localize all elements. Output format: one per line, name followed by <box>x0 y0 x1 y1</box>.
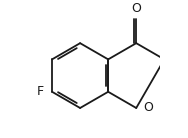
Text: O: O <box>143 101 153 115</box>
Text: F: F <box>37 85 44 98</box>
Text: O: O <box>131 2 141 15</box>
